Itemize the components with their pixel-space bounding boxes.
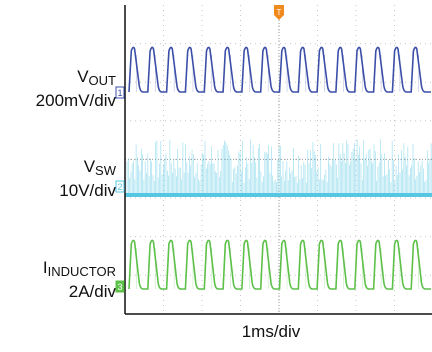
vout-scale: 200mV/div — [35, 91, 116, 110]
vout-label: VOUT 200mV/div — [36, 67, 116, 111]
vout-label-sub: OUT — [88, 73, 116, 88]
channel-marker-1: 1 — [115, 86, 125, 99]
vsw-label-main: V — [83, 157, 96, 176]
vsw-label-sub: SW — [95, 163, 116, 178]
trigger-marker: T — [274, 5, 284, 20]
trigger-marker-text: T — [277, 8, 282, 17]
channel-marker-3: 3 — [115, 280, 125, 293]
channel-marker-text: 2 — [117, 182, 122, 192]
x-axis-label: 1ms/div — [241, 322, 301, 341]
channel-marker-text: 1 — [117, 88, 122, 98]
trigger-marker-shape — [274, 5, 284, 20]
vout-label-main: V — [77, 67, 89, 86]
channel-marker-box — [115, 180, 125, 193]
channel-marker-text: 3 — [117, 282, 122, 292]
vout-trace — [128, 46, 431, 93]
inductor-label-sub: INDUCTOR — [47, 264, 116, 279]
inductor-scale: 2A/div — [68, 282, 116, 301]
channel-marker-2: 2 — [115, 180, 125, 193]
channel-marker-box — [115, 280, 125, 293]
vsw-label: VSW 10V/div — [59, 157, 116, 201]
inductor-label-main: I — [42, 258, 48, 277]
channel-marker-box — [115, 86, 125, 99]
inductor-trace — [128, 239, 431, 290]
vsw-scale: 10V/div — [59, 181, 116, 200]
vsw-baseline — [125, 193, 432, 197]
inductor-label: IINDUCTOR 2A/div — [43, 258, 116, 302]
